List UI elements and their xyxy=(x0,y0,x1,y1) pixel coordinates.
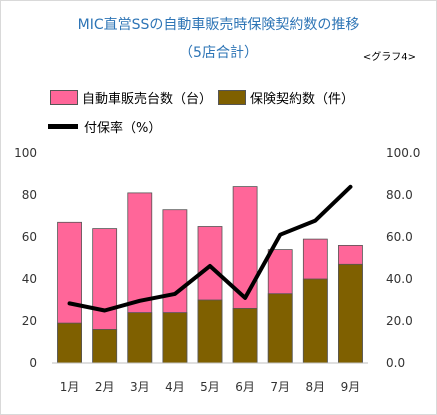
bar-contracts xyxy=(162,312,188,364)
line-rate xyxy=(67,184,353,313)
bar-contracts xyxy=(197,299,223,364)
legend-swatch-sales xyxy=(50,90,78,105)
x-tick-label: 1月 xyxy=(60,380,80,394)
bar-contracts xyxy=(232,307,258,364)
graph-number-label: <グラフ4> xyxy=(362,52,416,63)
y-left-tick-label: 20 xyxy=(22,314,37,328)
x-tick-label: 6月 xyxy=(235,380,255,394)
bar-contracts xyxy=(127,312,153,364)
x-tick-label: 5月 xyxy=(200,380,220,394)
y-right-tick-label: 40.0 xyxy=(386,272,413,286)
y-left-tick-label: 60 xyxy=(22,230,37,244)
x-tick-label: 9月 xyxy=(341,380,361,394)
legend-item-rate: 付保率（%） xyxy=(48,117,161,136)
bar-contracts xyxy=(92,328,118,364)
legend-swatch-contracts xyxy=(218,90,246,105)
x-tick-label: 3月 xyxy=(130,380,150,394)
bar-contracts xyxy=(338,263,363,364)
y-right-tick-label: 0.0 xyxy=(386,356,405,370)
y-left-tick-label: 80 xyxy=(22,188,37,202)
legend-label-contracts: 保険契約数（件） xyxy=(250,92,355,107)
y-right-tick-label: 80.0 xyxy=(386,188,413,202)
y-left-tick-label: 100 xyxy=(14,146,37,160)
y-right-tick-label: 20.0 xyxy=(386,314,413,328)
legend-label-rate: 付保率（%） xyxy=(84,121,162,136)
x-tick-label: 2月 xyxy=(95,380,115,394)
legend-swatch-rate xyxy=(48,124,78,129)
legend-item-sales: 自動車販売台数（台） xyxy=(50,88,212,107)
legend-label-sales: 自動車販売台数（台） xyxy=(82,92,213,107)
y-right-tick-label: 60.0 xyxy=(386,230,413,244)
y-right-tick-label: 100.0 xyxy=(386,146,420,160)
y-left-tick-label: 40 xyxy=(22,272,37,286)
chart-title: MIC直営SSの自動車販売時保険契約数の推移 xyxy=(77,17,360,33)
legend-item-contracts: 保険契約数（件） xyxy=(218,88,354,107)
x-tick-label: 7月 xyxy=(270,380,290,394)
x-tick-label: 4月 xyxy=(165,380,185,394)
chart-subtitle: （5店合計） xyxy=(179,45,258,61)
bar-contracts xyxy=(302,278,328,364)
bar-contracts xyxy=(57,322,82,364)
bar-contracts xyxy=(267,293,293,364)
y-left-tick-label: 0 xyxy=(29,356,37,370)
x-tick-label: 8月 xyxy=(306,380,326,394)
